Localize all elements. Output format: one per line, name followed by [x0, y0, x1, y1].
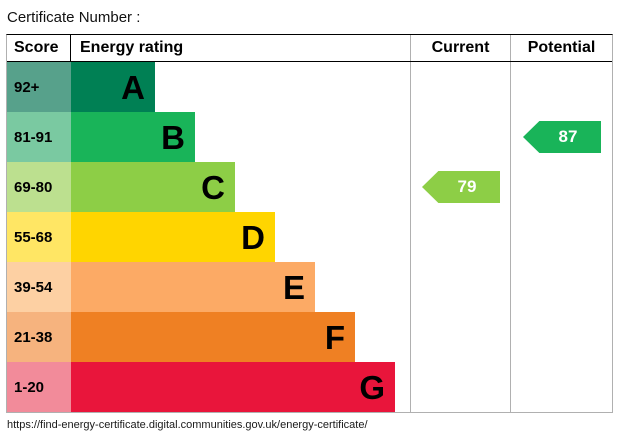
- bands-column: 92+ A 81-91 B 69-80 C: [7, 62, 410, 412]
- score-column-header: Score: [7, 35, 71, 61]
- band-bar: G: [71, 362, 395, 412]
- band-bar: C: [71, 162, 235, 212]
- current-rating-arrow: 79: [422, 171, 500, 203]
- energy-rating-column-header: Energy rating: [80, 39, 184, 56]
- potential-column: 87: [510, 62, 612, 412]
- potential-column-header: Potential: [510, 35, 612, 61]
- band-score: 69-80: [7, 162, 71, 212]
- potential-rating-arrow: 87: [523, 121, 601, 153]
- band-score: 1-20: [7, 362, 71, 412]
- band-row-c: 69-80 C: [7, 162, 410, 212]
- band-letter: E: [282, 268, 305, 306]
- band-score: 55-68: [7, 212, 71, 262]
- potential-rating-value: 87: [558, 127, 578, 146]
- band-row-b: 81-91 B: [7, 112, 410, 162]
- certificate-number-label: Certificate Number :: [7, 9, 141, 26]
- band-row-e: 39-54 E: [7, 262, 410, 312]
- band-bar: E: [71, 262, 315, 312]
- energy-rating-chart: Score Energy rating Current Potential 92…: [6, 34, 613, 413]
- band-letter: A: [121, 68, 145, 106]
- chart-header: Score Energy rating Current Potential: [7, 35, 612, 62]
- band-bar: B: [71, 112, 195, 162]
- band-score: 21-38: [7, 312, 71, 362]
- current-column: 79: [410, 62, 510, 412]
- band-score: 92+: [7, 62, 71, 112]
- band-row-d: 55-68 D: [7, 212, 410, 262]
- current-rating-value: 79: [457, 177, 477, 196]
- band-row-f: 21-38 F: [7, 312, 410, 362]
- band-letter: F: [324, 318, 345, 356]
- band-bar: D: [71, 212, 275, 262]
- band-score: 81-91: [7, 112, 71, 162]
- band-bar: F: [71, 312, 355, 362]
- chart-body: 92+ A 81-91 B 69-80 C: [7, 62, 612, 412]
- band-letter: G: [359, 368, 385, 406]
- header-left: Score Energy rating: [7, 35, 410, 61]
- band-letter: D: [241, 218, 265, 256]
- band-row-a: 92+ A: [7, 62, 410, 112]
- band-score: 39-54: [7, 262, 71, 312]
- band-letter: C: [201, 168, 225, 206]
- band-row-g: 1-20 G: [7, 362, 410, 412]
- band-bar: A: [71, 62, 155, 112]
- band-letter: B: [161, 118, 185, 156]
- current-column-header: Current: [410, 35, 510, 61]
- certificate-url: https://find-energy-certificate.digital.…: [7, 419, 368, 431]
